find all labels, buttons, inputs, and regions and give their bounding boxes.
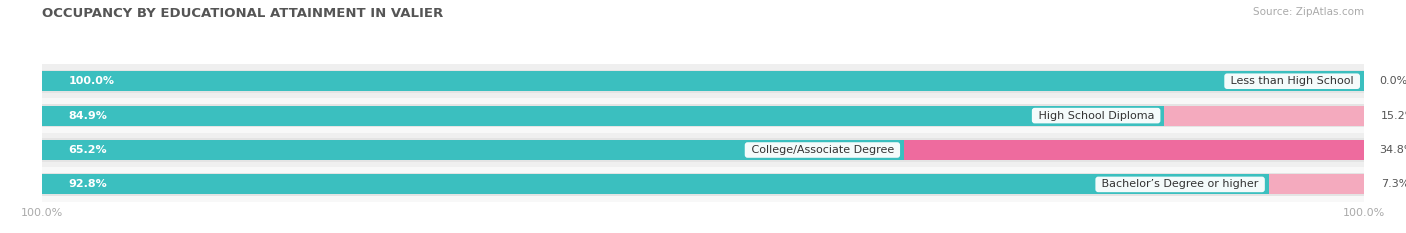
Text: 92.8%: 92.8% [69,179,107,189]
Text: 0.0%: 0.0% [1379,76,1406,86]
Bar [42,104,1364,127]
Text: Bachelor’s Degree or higher: Bachelor’s Degree or higher [1098,179,1263,189]
Text: 100.0%: 100.0% [69,76,115,86]
Text: Source: ZipAtlas.com: Source: ZipAtlas.com [1253,7,1364,17]
Text: 15.2%: 15.2% [1381,111,1406,121]
Text: College/Associate Degree: College/Associate Degree [748,145,897,155]
Text: 34.8%: 34.8% [1379,145,1406,155]
Bar [1164,106,1365,126]
Bar [42,71,1364,91]
Text: Less than High School: Less than High School [1227,76,1357,86]
Bar [904,140,1364,160]
Bar [42,167,1364,202]
Text: High School Diploma: High School Diploma [1035,111,1157,121]
Bar [42,175,1268,194]
Bar [42,173,1364,196]
Bar [1268,175,1365,194]
Text: 7.3%: 7.3% [1381,179,1406,189]
Text: OCCUPANCY BY EDUCATIONAL ATTAINMENT IN VALIER: OCCUPANCY BY EDUCATIONAL ATTAINMENT IN V… [42,7,443,20]
Bar [42,138,1364,162]
Bar [42,69,1364,93]
Bar [42,98,1364,133]
Bar [42,64,1364,98]
Text: 84.9%: 84.9% [69,111,107,121]
Text: 65.2%: 65.2% [69,145,107,155]
Bar [42,133,1364,167]
Bar [42,106,1164,126]
Bar [42,140,904,160]
